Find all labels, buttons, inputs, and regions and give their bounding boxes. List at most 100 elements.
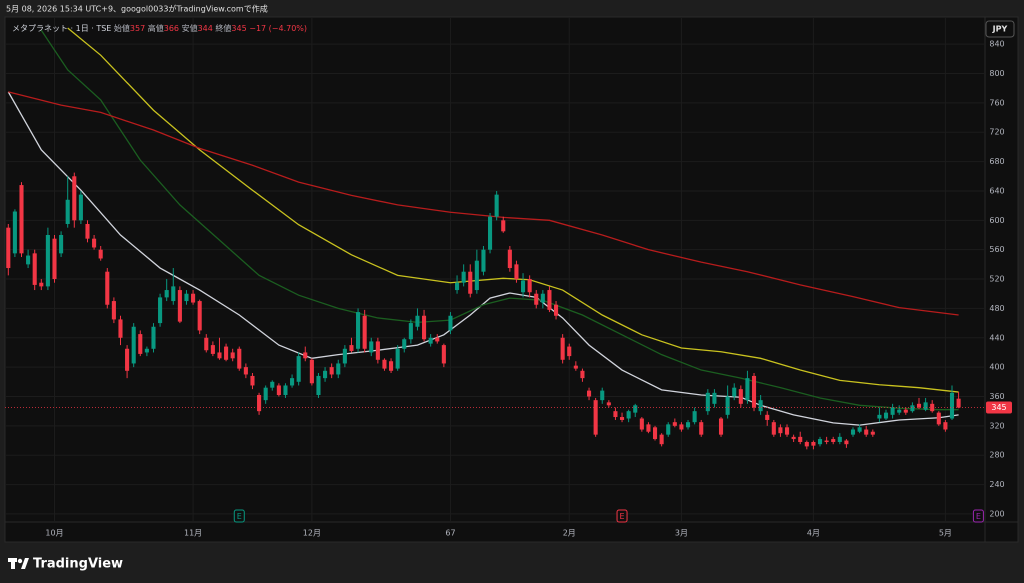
candle-body (283, 385, 288, 396)
candle-body (527, 279, 532, 293)
candle-body (26, 255, 31, 265)
moving-average (8, 91, 959, 316)
candle-body (897, 409, 902, 413)
candle-body (586, 390, 592, 397)
brand: TradingView (33, 557, 123, 572)
candle-body (78, 194, 83, 221)
candle-body (197, 301, 202, 331)
candle-body (309, 359, 314, 384)
candle-body (342, 348, 347, 364)
candle-body (883, 412, 889, 419)
y-tick-label: 280 (989, 451, 1004, 460)
y-tick-label: 440 (989, 333, 1004, 342)
brand-logo (8, 558, 29, 569)
grid (5, 17, 985, 522)
currency-button[interactable] (985, 20, 1015, 38)
candle-body (758, 400, 763, 412)
candle-body (19, 185, 24, 254)
price-label: 345 (991, 403, 1006, 412)
y-tick-label: 600 (989, 216, 1004, 225)
ohlc-label: 安値 (182, 23, 198, 33)
y-tick-label: 560 (989, 245, 1004, 254)
candle-body (415, 315, 420, 327)
candle-body (817, 439, 823, 445)
candle-body (699, 422, 704, 435)
candle-body (507, 249, 512, 269)
candle-body (831, 439, 836, 442)
candle-body (494, 194, 499, 217)
candle-body (540, 293, 545, 303)
candle-body (633, 405, 638, 413)
candle-body (428, 337, 433, 344)
x-tick-label: 4月 (807, 529, 820, 538)
candle-body (481, 249, 486, 272)
candle-body (547, 290, 552, 310)
x-tick-label: 3月 (675, 529, 688, 538)
y-tick-label: 320 (989, 421, 1004, 430)
candle-body (237, 348, 242, 369)
candle-body (356, 312, 361, 349)
candle-body (316, 375, 321, 396)
candle-body (85, 223, 90, 239)
candle-body (923, 402, 928, 410)
candle-body (956, 398, 961, 408)
x-tick-label: 12月 (303, 529, 321, 538)
candle-body (92, 238, 97, 248)
candle-body (177, 290, 182, 322)
candle-body (389, 361, 394, 371)
candle-body (257, 395, 262, 412)
y-tick-label: 400 (989, 363, 1004, 372)
candle-body (521, 280, 526, 293)
candle-body (191, 293, 196, 303)
candle-body (171, 286, 176, 302)
moving-average (40, 29, 959, 411)
candle-body (811, 441, 816, 446)
candle-body (296, 356, 301, 382)
earnings-marker (233, 509, 245, 523)
candle-body (771, 422, 776, 435)
candle-body (501, 220, 506, 232)
candle-body (943, 422, 948, 430)
legend: メタプラネット · 1日 · TSE 始値357 高値366 安値344 終値3… (12, 23, 307, 33)
candle-body (613, 411, 618, 418)
candle-body (448, 315, 453, 331)
candle-body (666, 424, 671, 435)
candle-body (705, 392, 710, 412)
candle-body (718, 418, 724, 435)
y-tick-label: 840 (989, 40, 1004, 49)
candle-body (224, 346, 229, 360)
candle-body (936, 412, 941, 425)
candle-body (751, 375, 757, 408)
candle-body (593, 400, 598, 435)
candle-body (916, 403, 922, 408)
candle-body (850, 429, 856, 435)
candle-body (217, 352, 222, 359)
candle-body (580, 370, 585, 379)
ohlc-label: 始値 (114, 23, 130, 33)
candle-body (798, 436, 803, 442)
candle-body (118, 319, 123, 338)
candle-body (204, 337, 209, 351)
candle-body (745, 378, 750, 401)
candle-body (263, 387, 268, 401)
candle-body (441, 345, 446, 364)
candle-body (652, 427, 658, 440)
candle-body (791, 436, 796, 440)
candle-body (474, 260, 479, 291)
candle-body (837, 436, 842, 442)
candle-body (210, 345, 215, 354)
candle-body (98, 249, 103, 259)
candle-body (362, 315, 367, 349)
candle-body (105, 271, 110, 305)
ohlc-value: 366 (164, 24, 179, 33)
candle-body (903, 409, 908, 413)
candle-body (864, 429, 869, 435)
candle-body (375, 341, 380, 360)
candle-body (857, 427, 862, 432)
earnings-marker (972, 509, 984, 523)
currency[interactable]: JPY (992, 25, 1008, 34)
candle-body (646, 424, 651, 432)
candle-body (679, 424, 684, 430)
candle-body (12, 211, 17, 254)
